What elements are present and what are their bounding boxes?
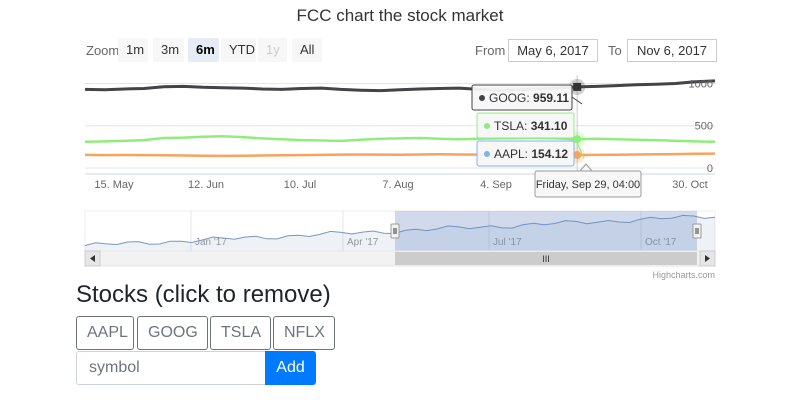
navigator-tick-label: Jan '17	[195, 237, 227, 248]
tooltip-dot-goog	[479, 95, 485, 101]
chevron-left-icon	[90, 255, 95, 262]
navigator[interactable]: Jan '17 Apr '17 Jul '17 Oct '17	[84, 210, 716, 252]
range-to-input[interactable]: Nov 6, 2017	[627, 39, 717, 62]
y-tick-label: 0	[707, 163, 713, 175]
navigator-tick-label: Apr '17	[347, 237, 379, 248]
stocks-heading: Stocks (click to remove)	[76, 281, 331, 308]
scrollbar-thumb	[395, 252, 697, 265]
range-from-input[interactable]: May 6, 2017	[508, 39, 598, 62]
tooltip-value-goog: 959.11	[533, 91, 569, 105]
series-line-tsla	[84, 135, 716, 144]
tooltip-dot-aapl	[484, 151, 490, 157]
stock-nflx-button[interactable]: NFLX	[273, 316, 335, 350]
navigator-handle-left	[390, 223, 400, 239]
zoom-3m-button[interactable]: 3m	[153, 38, 184, 62]
stock-tsla-button[interactable]: TSLA	[210, 316, 271, 350]
navigator-selection	[395, 211, 697, 251]
zoom-ytd-button[interactable]: YTD	[221, 38, 256, 62]
navigator-handle-right	[692, 223, 702, 239]
tooltip-pointer	[573, 135, 585, 159]
zoom-1y-button: 1y	[258, 38, 287, 62]
add-button[interactable]: Add	[265, 351, 316, 385]
range-to-label: To	[608, 43, 622, 58]
hover-marker-aapl	[573, 150, 582, 159]
scrollbar-grip: III	[542, 254, 550, 264]
navigator-tick-label: Jul '17	[493, 237, 522, 248]
symbol-input[interactable]	[76, 351, 266, 385]
tooltip-box-tsla	[476, 112, 575, 139]
tooltip-pointer	[571, 96, 583, 105]
series-lines	[84, 79, 716, 158]
tooltip-value-tsla: 341.10	[531, 119, 568, 133]
x-tick-label: 30. Oct	[672, 179, 707, 191]
scrollbar[interactable]: III	[84, 250, 716, 267]
series-line-goog	[84, 79, 716, 93]
hover-marker-goog	[573, 82, 582, 91]
zoom-label: Zoom	[86, 43, 120, 58]
tooltip-date-pointer	[578, 163, 594, 172]
tooltip-date: Friday, Sep 29, 04:00	[536, 179, 640, 191]
credits-link[interactable]: Highcharts.com	[652, 270, 715, 280]
tooltip-box-aapl	[476, 140, 575, 167]
navigator-tick-label: Oct '17	[645, 237, 677, 248]
grid	[85, 82, 715, 175]
stock-aapl-button[interactable]: AAPL	[76, 316, 134, 350]
x-tick-label: 7. Aug	[382, 179, 413, 191]
stock-chart[interactable]: 1000 500 0 15. May 12. Jun 10. Jul 7. Aug 4. S…	[0, 0, 800, 300]
tooltip: GOOG: 959.11 TSLA: 341.10 AAPL: 154.12 Frid…	[471, 84, 642, 198]
tooltip-name-goog: GOOG: 959.11	[489, 91, 569, 105]
stock-goog-button[interactable]: GOOG	[137, 316, 208, 350]
x-tick-label: 4. Sep	[480, 179, 512, 191]
tooltip-name-tsla: TSLA: 341.10	[494, 119, 568, 133]
zoom-6m-button[interactable]: 6m	[188, 38, 219, 62]
x-tick-label: 15. May	[94, 179, 134, 191]
navigator-area	[85, 215, 715, 251]
chevron-right-icon	[705, 255, 710, 262]
zoom-all-button[interactable]: All	[292, 38, 322, 62]
range-from-label: From	[475, 43, 506, 58]
tooltip-name-aapl: AAPL: 154.12	[494, 147, 568, 161]
y-tick-label: 500	[695, 121, 713, 133]
x-tick-label: 10. Jul	[284, 179, 316, 191]
x-tick-label: 12. Jun	[188, 179, 224, 191]
y-tick-label: 1000	[689, 78, 713, 90]
hover-marker-tsla	[573, 135, 582, 144]
tooltip-value-aapl: 154.12	[531, 147, 568, 161]
series-line-aapl	[84, 152, 716, 158]
navigator-bg	[84, 210, 716, 252]
tooltip-dot-tsla	[484, 123, 490, 129]
chart-title: FCC chart the stock market	[296, 6, 504, 25]
navigator-line	[84, 214, 716, 246]
y-axis: 1000 500 0	[689, 78, 713, 175]
zoom-1m-button[interactable]: 1m	[118, 38, 148, 62]
